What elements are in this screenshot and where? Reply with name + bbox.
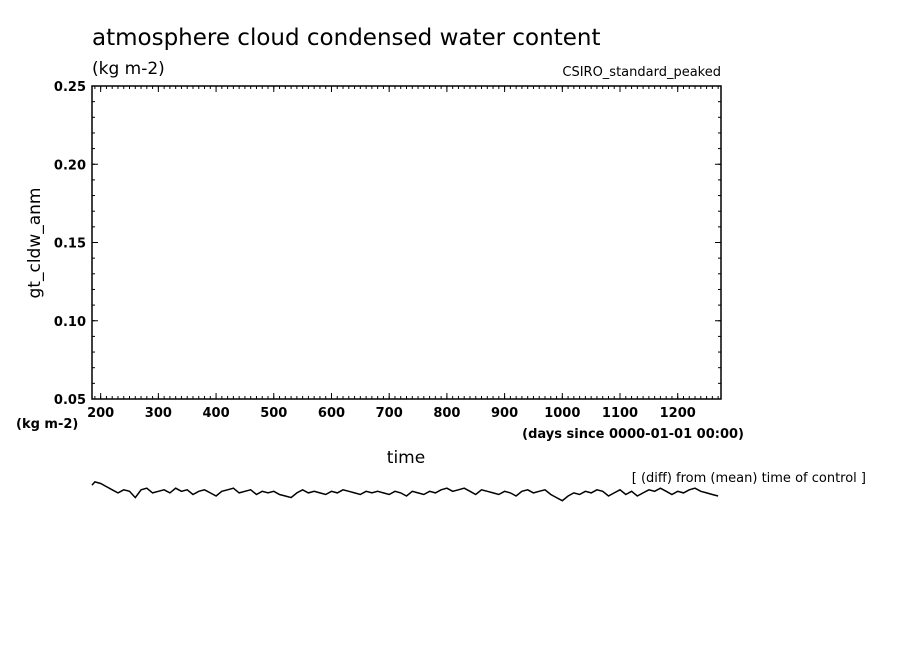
y-tick-label: 0.05: [54, 393, 86, 408]
x-axis-units: (days since 0000-01-01 00:00): [522, 427, 744, 442]
x-tick-label: 700: [376, 406, 403, 421]
y-tick-label: 0.25: [54, 80, 86, 95]
chart-title: atmosphere cloud condensed water content: [92, 25, 600, 51]
y-tick-label: 0.10: [54, 315, 86, 330]
x-tick-label: 300: [145, 406, 172, 421]
x-tick-label: 600: [318, 406, 345, 421]
y-axis-label: gt_cldw_anm: [25, 188, 45, 299]
x-tick-label: 1200: [660, 406, 696, 421]
x-tick-label: 200: [87, 406, 114, 421]
x-tick-label: 400: [202, 406, 229, 421]
x-tick-label: 1000: [544, 406, 580, 421]
x-axis-label: time: [387, 448, 425, 468]
y-tick-label: 0.15: [54, 237, 86, 252]
x-tick-label: 1100: [602, 406, 638, 421]
x-axis: 200 300 400 500 600 700 800 900 1000 1100 1200: [87, 86, 719, 421]
diff-note: [ (diff) from (mean) time of control ]: [632, 471, 866, 486]
plot-frame: [91, 85, 722, 400]
x-tick-label: 900: [491, 406, 518, 421]
y-axis-units: (kg m-2): [16, 417, 78, 432]
y-axis: 0.05 0.10 0.15 0.20 0.25: [54, 80, 721, 408]
x-tick-label: 500: [260, 406, 287, 421]
x-tick-label: 800: [433, 406, 460, 421]
chart-units: (kg m-2): [92, 59, 165, 79]
model-label: CSIRO_standard_peaked: [562, 65, 721, 80]
y-tick-label: 0.20: [54, 158, 86, 173]
series-line: [91, 481, 719, 502]
